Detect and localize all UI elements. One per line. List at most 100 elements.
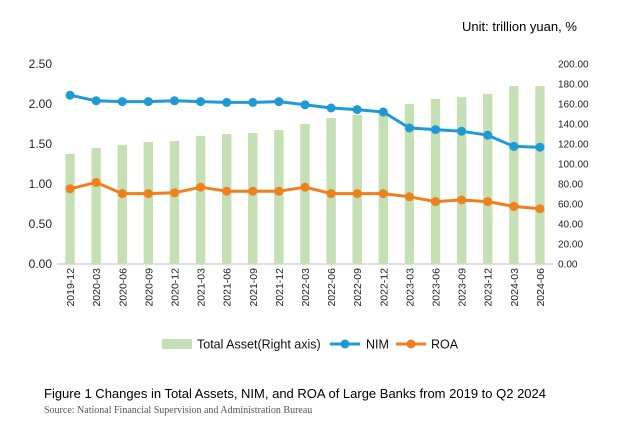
roa-point [248,187,257,196]
right-axis-tick: 0.00 [558,260,578,271]
roa-point [66,184,75,193]
roa-point [535,204,544,213]
right-axis-tick: 160.00 [558,100,589,111]
x-axis-tick: 2022-09 [352,268,364,307]
nim-point [248,98,257,107]
total-asset-bar [483,94,492,264]
legend-label-roa: ROA [431,338,459,352]
legend-label-nim: NIM [366,338,389,352]
roa-point [222,187,231,196]
nim-point [379,108,388,117]
x-axis-tick: 2024-06 [535,268,547,307]
right-axis-tick: 120.00 [558,140,589,151]
roa-point [431,197,440,206]
right-axis-tick: 100.00 [558,160,589,171]
total-asset-bar [144,142,153,264]
total-asset-bar [379,112,388,264]
nim-point [196,97,205,106]
roa-point [327,189,336,198]
nim-point [483,131,492,140]
left-axis: 0.00 0.50 1.00 1.50 2.00 2.50 [29,57,53,271]
x-axis-tick: 2023-09 [457,268,469,307]
nim-point [118,97,127,106]
left-axis-tick: 0.50 [29,217,53,231]
x-axis-tick: 2020-06 [117,268,129,307]
total-asset-bar [170,141,179,264]
legend-swatch-total-asset [162,339,192,349]
total-asset-bar [300,124,309,264]
left-axis-tick: 2.50 [29,57,53,71]
nim-point [353,105,362,114]
total-asset-bar [431,99,440,264]
nim-point [405,124,414,133]
total-asset-bar [196,136,205,264]
nim-point [92,96,101,105]
right-axis-tick: 20.00 [558,240,583,251]
roa-point [92,178,101,187]
total-asset-bars [65,86,544,264]
nim-point [327,104,336,113]
legend: Total Asset(Right axis) NIM ROA [162,338,459,352]
roa-point [301,183,310,192]
x-axis-tick: 2019-12 [65,268,77,307]
chart: 0.00 0.50 1.00 1.50 2.00 2.50 0.00 20.00 40.00 6… [0,0,627,380]
total-asset-bar [118,145,127,264]
roa-point [457,196,466,205]
roa-point [509,202,518,211]
total-asset-bar [274,130,283,264]
x-axis-tick: 2021-09 [248,268,260,307]
roa-point [196,183,205,192]
roa-point [274,187,283,196]
nim-point [457,127,466,136]
figure-caption: Figure 1 Changes in Total Assets, NIM, a… [44,386,546,401]
x-axis-tick: 2021-06 [222,268,234,307]
nim-point [144,97,153,106]
nim-point [274,97,283,106]
x-axis-tick: 2024-03 [509,268,521,307]
legend-marker-roa [407,340,416,349]
right-axis-tick: 200.00 [558,60,589,71]
x-axis-tick: 2022-12 [378,268,390,307]
right-axis: 0.00 20.00 40.00 60.00 80.00 100.00 120.00 140.… [558,60,589,271]
nim-point [535,143,544,152]
roa-point [144,189,153,198]
roa-point [405,192,414,201]
nim-point [222,98,231,107]
source-note: Source: National Financial Supervision a… [44,405,312,416]
total-asset-bar [457,97,466,264]
roa-point [353,189,362,198]
right-axis-tick: 140.00 [558,120,589,131]
roa-point [170,188,179,197]
total-asset-bar [248,133,257,264]
total-asset-bar [65,154,74,264]
right-axis-tick: 180.00 [558,80,589,91]
total-asset-bar [91,148,100,264]
total-asset-bar [509,86,518,264]
x-axis-tick: 2023-06 [431,268,443,307]
left-axis-tick: 2.00 [29,97,53,111]
right-axis-tick: 80.00 [558,180,583,191]
x-axis-tick: 2022-03 [300,268,312,307]
nim-point [170,96,179,105]
x-axis-tick: 2023-12 [483,268,495,307]
x-axis-tick: 2022-06 [326,268,338,307]
x-axis-tick: 2020-09 [143,268,155,307]
left-axis-tick: 1.50 [29,137,53,151]
roa-point [379,189,388,198]
legend-label-total-asset: Total Asset(Right axis) [197,338,321,352]
x-axis-tick: 2023-03 [404,268,416,307]
right-axis-tick: 60.00 [558,200,583,211]
nim-point [301,100,310,109]
x-axis-labels: 2019-12 2020-03 2020-06 2020-09 2020-12 2021-… [65,268,547,307]
roa-point [118,189,127,198]
x-axis-tick: 2021-12 [274,268,286,307]
nim-point [509,142,518,151]
x-axis-tick: 2020-03 [91,268,103,307]
right-axis-tick: 40.00 [558,220,583,231]
total-asset-bar [535,86,544,264]
left-axis-tick: 1.00 [29,177,53,191]
nim-point [66,91,75,100]
x-axis-tick: 2021-03 [196,268,208,307]
left-axis-tick: 0.00 [29,257,53,271]
roa-point [483,197,492,206]
